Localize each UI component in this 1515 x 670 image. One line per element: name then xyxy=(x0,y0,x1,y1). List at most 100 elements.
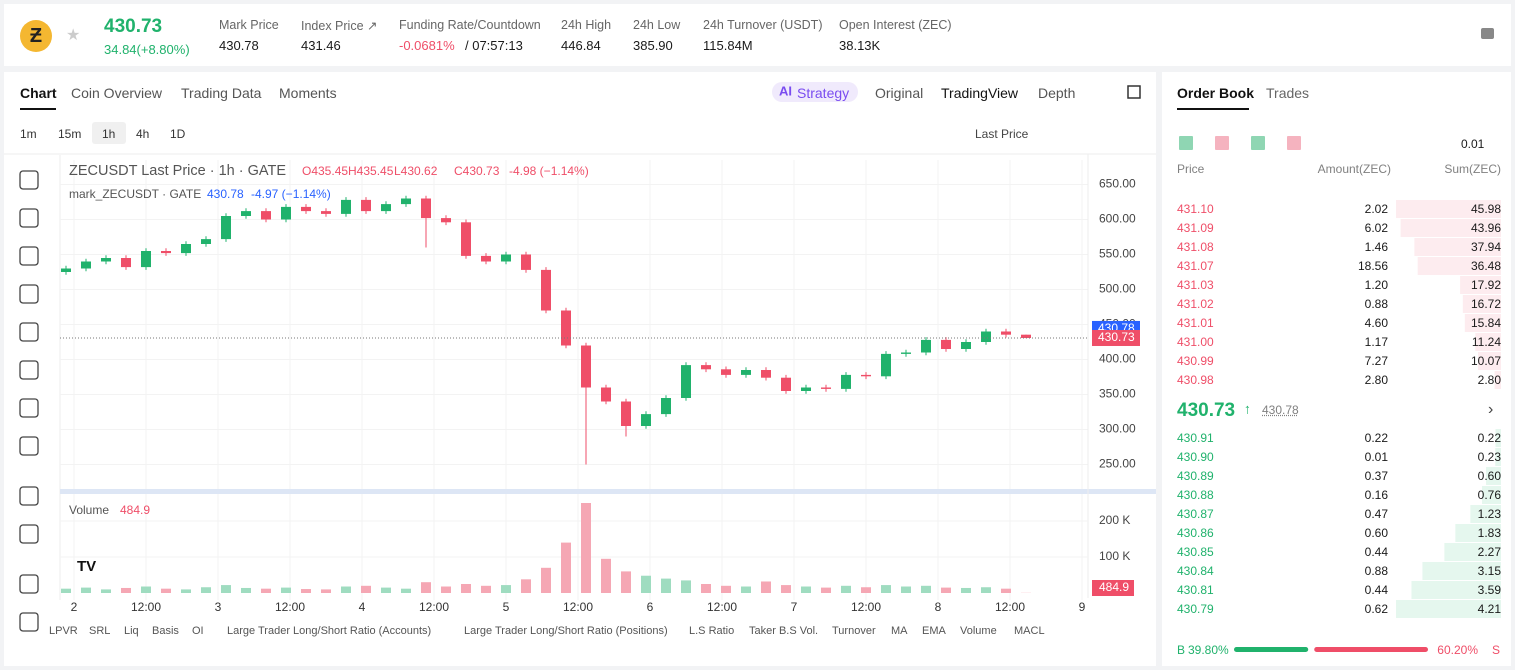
volume-bar xyxy=(701,584,711,593)
volume-bar xyxy=(721,585,731,593)
depth-bar xyxy=(1462,295,1501,313)
ob-price: 430.85 xyxy=(1177,545,1214,559)
volume-bar xyxy=(581,503,591,593)
ob-amount: 0.44 xyxy=(1364,545,1388,559)
indicator[interactable]: Basis xyxy=(152,625,179,637)
interval[interactable]: 1h xyxy=(102,127,116,141)
drawing-tool xyxy=(19,436,39,456)
depth-bar xyxy=(1422,562,1501,580)
ob-sum: 2.80 xyxy=(1477,373,1501,387)
v-tick-label: 200 K xyxy=(1099,513,1130,527)
drawing-tool xyxy=(19,398,39,418)
view-tab[interactable]: Strategy xyxy=(797,85,850,101)
settings-icon[interactable] xyxy=(1481,28,1494,39)
candle-body xyxy=(261,211,271,220)
candle-body xyxy=(121,258,131,268)
view-tab[interactable]: TradingView xyxy=(941,85,1019,101)
x-tick-label: 9 xyxy=(1079,600,1086,614)
indicator[interactable]: Taker B.S Vol. xyxy=(749,625,819,637)
stat-value: 115.84M xyxy=(703,38,753,53)
ob-price: 430.88 xyxy=(1177,488,1214,502)
volume-bar xyxy=(141,586,151,593)
depth-bar xyxy=(1486,467,1501,485)
ob-amount: 0.60 xyxy=(1364,526,1388,540)
ob-amount: 4.60 xyxy=(1364,316,1388,330)
interval[interactable]: 1m xyxy=(20,127,37,141)
ob-tab[interactable]: Trades xyxy=(1266,85,1310,101)
view-tab[interactable]: Original xyxy=(875,85,924,101)
stat-value: 430.78 xyxy=(219,38,259,53)
y-tick-label: 300.00 xyxy=(1099,422,1136,436)
candle-body xyxy=(61,268,71,272)
indicator[interactable]: OI xyxy=(192,625,204,637)
ob-sum: 10.07 xyxy=(1470,354,1501,368)
volume-bar xyxy=(121,587,131,593)
volume-bar xyxy=(381,587,391,593)
view-tab[interactable]: Depth xyxy=(1038,85,1076,101)
candle-body xyxy=(401,198,411,205)
favorite-star[interactable]: ★ xyxy=(66,27,81,44)
candle-body xyxy=(501,254,511,262)
candle-body xyxy=(641,414,651,426)
chart-panel xyxy=(4,72,1156,666)
coin-icon: Ƶ xyxy=(20,20,52,52)
stat-value: 38.13K xyxy=(839,38,881,53)
legend-ohlc: L430.62 xyxy=(394,164,438,178)
x-tick-label: 4 xyxy=(359,600,366,614)
depth-bar xyxy=(1495,448,1501,466)
candle-body xyxy=(141,251,151,268)
ob-sum: 11.24 xyxy=(1471,335,1501,349)
ob-precision[interactable]: 0.01 xyxy=(1461,137,1485,151)
x-tick-label: 12:00 xyxy=(995,600,1025,614)
indicator[interactable]: LPVR xyxy=(49,625,78,637)
depth-bar xyxy=(1455,524,1501,542)
sell-label: S xyxy=(1492,643,1501,657)
ob-tab[interactable]: Order Book xyxy=(1177,85,1255,101)
indicator[interactable]: L.S Ratio xyxy=(689,625,735,637)
ob-view xyxy=(1287,136,1301,150)
indicator[interactable]: SRL xyxy=(89,625,111,637)
mark-change: -4.97 (−1.14%) xyxy=(251,187,331,201)
buy-label: B xyxy=(1177,643,1186,657)
stat-label: Mark Price xyxy=(219,18,279,32)
chart-tab[interactable]: Trading Data xyxy=(181,85,262,101)
interval-active xyxy=(92,122,126,144)
volume-bar xyxy=(81,587,91,593)
stat-label: 24h Turnover (USDT) xyxy=(703,18,823,32)
volume-bar xyxy=(101,589,111,593)
x-tick-label: 5 xyxy=(503,600,510,614)
chart-tab[interactable]: Coin Overview xyxy=(71,85,163,101)
ob-price: 431.00 xyxy=(1177,335,1214,349)
price-source[interactable]: Last Price xyxy=(975,127,1029,141)
ob-price: 430.86 xyxy=(1177,526,1214,540)
candle-body xyxy=(861,374,871,377)
indicator[interactable]: MACL xyxy=(1014,625,1045,637)
indicator[interactable]: EMA xyxy=(922,625,946,637)
candle-body xyxy=(541,269,551,311)
candle-body xyxy=(961,342,971,349)
interval[interactable]: 15m xyxy=(58,127,82,141)
chart-tab[interactable]: Chart xyxy=(20,85,57,101)
indicator[interactable]: Large Trader Long/Short Ratio (Accounts) xyxy=(227,625,432,637)
ob-sum: 1.83 xyxy=(1477,526,1501,540)
candle-body xyxy=(481,255,491,262)
depth-bar xyxy=(1494,371,1501,389)
candle-body xyxy=(561,310,571,346)
indicator[interactable]: Volume xyxy=(960,625,997,637)
indicator[interactable]: Turnover xyxy=(832,625,876,637)
ob-amount: 0.16 xyxy=(1364,488,1388,502)
indicator[interactable]: Large Trader Long/Short Ratio (Positions… xyxy=(464,625,668,637)
volume-bar xyxy=(261,588,271,593)
indicator[interactable]: MA xyxy=(891,625,908,637)
depth-bar xyxy=(1478,352,1501,370)
volume-bar xyxy=(681,580,691,593)
indicator[interactable]: Liq xyxy=(124,625,139,637)
ob-sum: 0.22 xyxy=(1477,431,1501,445)
volume-bar xyxy=(361,585,371,593)
interval[interactable]: 4h xyxy=(136,127,150,141)
x-tick-label: 7 xyxy=(791,600,798,614)
ob-sum: 0.60 xyxy=(1477,469,1501,483)
volume-bar xyxy=(281,587,291,593)
interval[interactable]: 1D xyxy=(170,127,186,141)
chart-tab[interactable]: Moments xyxy=(279,85,337,101)
